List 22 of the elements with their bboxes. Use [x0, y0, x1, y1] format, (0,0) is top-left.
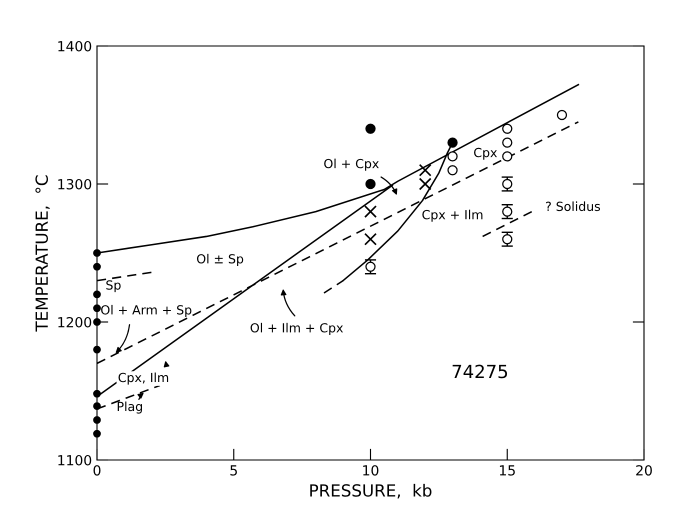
x-tick-label: 15	[500, 465, 515, 476]
y-axis-title: TEMPERATURE, °C	[35, 175, 50, 332]
y-tick-label: 1100	[58, 454, 92, 466]
x-tick-label: 20	[636, 465, 652, 476]
x-axis-title: PRESSURE, kb	[310, 484, 432, 498]
x-tick-label: 10	[363, 465, 378, 476]
annotation: Ol + Arm + Sp	[101, 304, 192, 318]
annotation: Cpx, Ilm	[118, 372, 168, 385]
y-tick-label: 1300	[58, 178, 92, 190]
annotation: 74275	[452, 364, 508, 378]
x-tick-label: 0	[93, 465, 100, 476]
y-tick-label: 1200	[58, 316, 92, 328]
y-tick-label: 1400	[58, 40, 92, 52]
x-tick-label: 5	[230, 465, 237, 476]
annotation: Ol ± Sp	[196, 254, 244, 266]
annotation: Cpx	[474, 148, 497, 160]
annotation: Sp	[106, 280, 121, 292]
annotation: ? Solidus	[546, 201, 600, 212]
annotation: Ol + Cpx	[324, 158, 379, 171]
annotation: Cpx + Ilm	[422, 210, 482, 222]
annotation: Plag	[118, 402, 142, 414]
annotation: Ol + Ilm + Cpx	[250, 322, 344, 335]
